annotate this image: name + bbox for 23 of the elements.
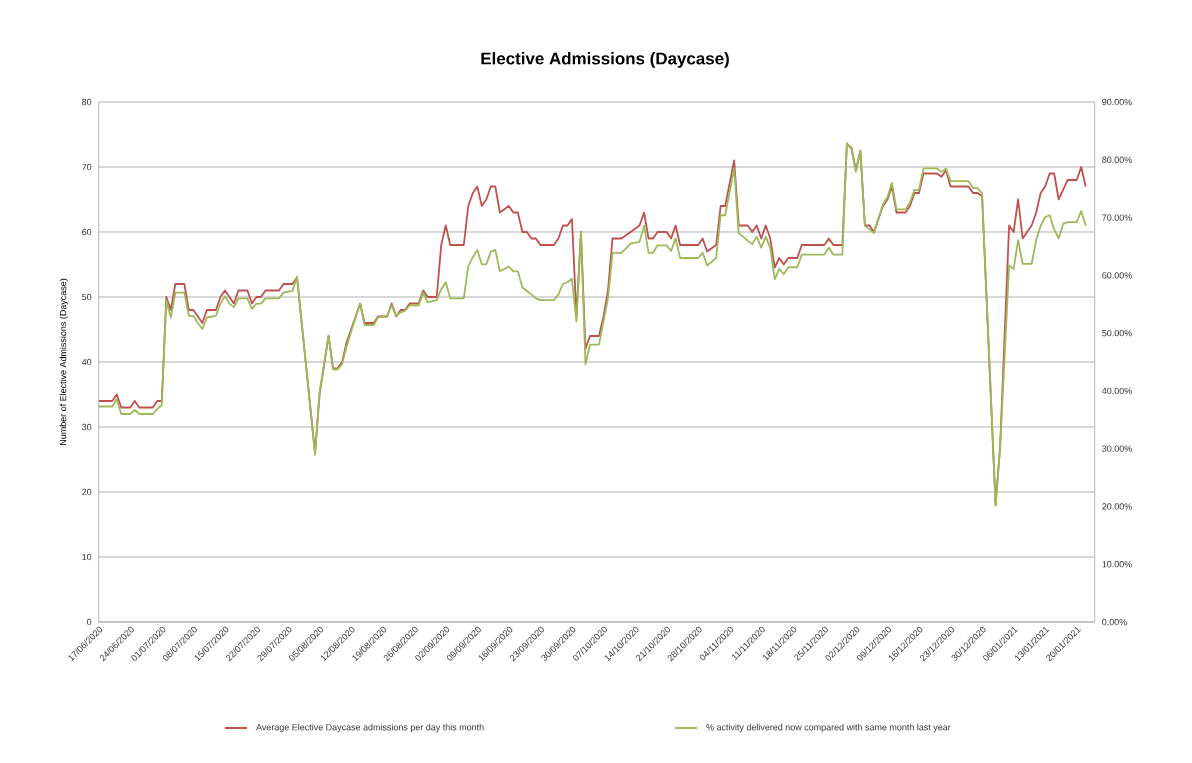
y2-tick-label: 80.00%	[1102, 156, 1132, 163]
y-tick-label: 60	[82, 228, 92, 236]
y2-tick-label: 40.00%	[1102, 387, 1132, 395]
y2-tick-label: 60.00%	[1102, 272, 1132, 279]
legend-label: Average Elective Daycase admissions per day this month	[256, 723, 484, 733]
y2-tick-label: 20.00%	[1102, 503, 1132, 510]
y2-tick-label: 0.00%	[1102, 618, 1127, 626]
legend-label: % activity delivered now compared with same month last year	[706, 723, 951, 733]
y-tick-label: 50	[82, 293, 92, 301]
y-tick-label: 30	[82, 423, 92, 431]
y2-tick-label: 70.00%	[1102, 214, 1132, 221]
y-tick-label: 20	[82, 488, 92, 496]
y-tick-label: 10	[82, 553, 92, 561]
y-tick-label: 40	[81, 358, 92, 366]
y2-tick-label: 50.00%	[1102, 329, 1132, 337]
chart-title: Elective Admissions (Daycase)	[481, 52, 729, 68]
y2-tick-label: 10.00%	[1102, 561, 1132, 568]
y-tick-label: 70	[82, 163, 92, 171]
y-tick-label: 0	[87, 618, 92, 626]
y-axis-title: Number of Elective Admissions (Daycase)	[59, 278, 69, 445]
y2-tick-label: 30.00%	[1102, 445, 1132, 452]
y2-tick-label: 90.00%	[1102, 98, 1132, 106]
y-tick-label: 80	[82, 98, 92, 106]
